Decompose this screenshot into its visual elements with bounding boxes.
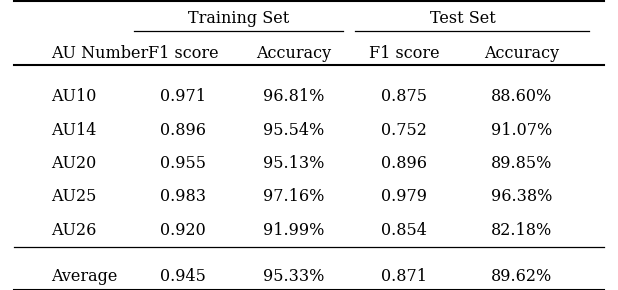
Text: F1 score: F1 score <box>369 45 439 62</box>
Text: F1 score: F1 score <box>148 45 218 62</box>
Text: 0.896: 0.896 <box>160 122 206 139</box>
Text: 0.871: 0.871 <box>381 268 428 285</box>
Text: 91.99%: 91.99% <box>263 222 324 239</box>
Text: AU14: AU14 <box>51 122 96 139</box>
Text: 91.07%: 91.07% <box>491 122 552 139</box>
Text: 0.945: 0.945 <box>160 268 206 285</box>
Text: 82.18%: 82.18% <box>491 222 552 239</box>
Text: 88.60%: 88.60% <box>491 88 552 105</box>
Text: AU25: AU25 <box>51 188 96 205</box>
Text: 95.54%: 95.54% <box>263 122 324 139</box>
Text: 0.920: 0.920 <box>160 222 206 239</box>
Text: Training Set: Training Set <box>188 10 289 27</box>
Text: 89.62%: 89.62% <box>491 268 552 285</box>
Text: 0.971: 0.971 <box>160 88 206 105</box>
Text: Average: Average <box>51 268 117 285</box>
Text: 0.854: 0.854 <box>381 222 427 239</box>
Text: 95.33%: 95.33% <box>263 268 324 285</box>
Text: 96.81%: 96.81% <box>263 88 324 105</box>
Text: AU Number: AU Number <box>51 45 148 62</box>
Text: 97.16%: 97.16% <box>263 188 324 205</box>
Text: 0.896: 0.896 <box>381 155 428 172</box>
Text: 0.752: 0.752 <box>381 122 427 139</box>
Text: 0.875: 0.875 <box>381 88 428 105</box>
Text: 0.983: 0.983 <box>160 188 206 205</box>
Text: Accuracy: Accuracy <box>256 45 331 62</box>
Text: Test Set: Test Set <box>430 10 496 27</box>
Text: 0.955: 0.955 <box>160 155 206 172</box>
Text: 89.85%: 89.85% <box>491 155 552 172</box>
Text: 0.979: 0.979 <box>381 188 428 205</box>
Text: AU26: AU26 <box>51 222 96 239</box>
Text: Accuracy: Accuracy <box>484 45 559 62</box>
Text: AU20: AU20 <box>51 155 96 172</box>
Text: 95.13%: 95.13% <box>263 155 324 172</box>
Text: 96.38%: 96.38% <box>491 188 552 205</box>
Text: AU10: AU10 <box>51 88 96 105</box>
